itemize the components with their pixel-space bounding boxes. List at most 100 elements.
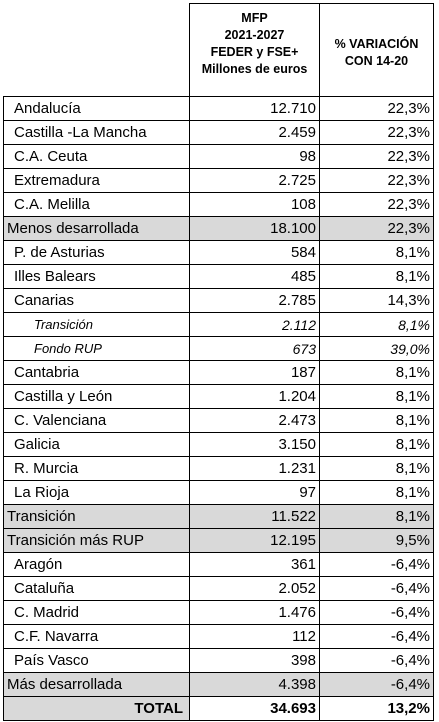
total-pct: 13,2% xyxy=(319,696,434,721)
header-mfp-line: Millones de euros xyxy=(201,62,308,76)
table-row: Castilla y León 1.204 8,1% xyxy=(3,384,434,409)
table-row: C.A. Melilla 108 22,3% xyxy=(3,192,434,217)
row-pct: 8,1% xyxy=(319,456,434,481)
row-pct: 8,1% xyxy=(319,480,434,505)
row-pct: 22,3% xyxy=(319,216,434,241)
row-name: Illes Balears xyxy=(3,264,190,289)
header-variation-line: CON 14-20 xyxy=(344,54,409,68)
row-value: 2.052 xyxy=(189,576,320,601)
row-value: 2.112 xyxy=(189,312,320,337)
row-name: Galicia xyxy=(3,432,190,457)
table-row: Transición más RUP 12.195 9,5% xyxy=(3,528,434,553)
row-pct: 22,3% xyxy=(319,96,434,121)
row-pct: 22,3% xyxy=(319,144,434,169)
row-name: Aragón xyxy=(3,552,190,577)
row-pct: 8,1% xyxy=(319,312,434,337)
header-mfp-line: 2021-2027 xyxy=(224,28,285,42)
row-name: Transición más RUP xyxy=(3,528,190,553)
row-name: R. Murcia xyxy=(3,456,190,481)
row-pct: -6,4% xyxy=(319,624,434,649)
table-row: C. Madrid 1.476 -6,4% xyxy=(3,600,434,625)
row-name: C.F. Navarra xyxy=(3,624,190,649)
row-value: 112 xyxy=(189,624,320,649)
header-mfp-cell: MFP 2021-2027 FEDER y FSE+ Millones de e… xyxy=(189,3,320,97)
row-pct: -6,4% xyxy=(319,552,434,577)
row-value: 2.725 xyxy=(189,168,320,193)
row-name: Transición xyxy=(3,312,190,337)
row-pct: 8,1% xyxy=(319,408,434,433)
total-value: 34.693 xyxy=(189,696,320,721)
table-row: Cantabria 187 8,1% xyxy=(3,360,434,385)
header-mfp-line: MFP xyxy=(241,11,268,25)
row-name: Más desarrollada xyxy=(3,672,190,697)
row-name: Cataluña xyxy=(3,576,190,601)
row-pct: 8,1% xyxy=(319,384,434,409)
row-value: 108 xyxy=(189,192,320,217)
total-label: TOTAL xyxy=(3,696,190,721)
row-name: P. de Asturias xyxy=(3,240,190,265)
table-row: Galicia 3.150 8,1% xyxy=(3,432,434,457)
row-value: 18.100 xyxy=(189,216,320,241)
table-row: P. de Asturias 584 8,1% xyxy=(3,240,434,265)
row-pct: 8,1% xyxy=(319,240,434,265)
row-pct: 8,1% xyxy=(319,432,434,457)
row-name: C. Valenciana xyxy=(3,408,190,433)
row-value: 2.459 xyxy=(189,120,320,145)
row-pct: 9,5% xyxy=(319,528,434,553)
row-value: 12.195 xyxy=(189,528,320,553)
row-name: Fondo RUP xyxy=(3,336,190,361)
row-pct: 8,1% xyxy=(319,360,434,385)
row-pct: -6,4% xyxy=(319,576,434,601)
row-value: 4.398 xyxy=(189,672,320,697)
row-pct: 22,3% xyxy=(319,168,434,193)
table-row: Más desarrollada 4.398 -6,4% xyxy=(3,672,434,697)
table-row: Transición 11.522 8,1% xyxy=(3,504,434,529)
row-value: 1.476 xyxy=(189,600,320,625)
table-row: País Vasco 398 -6,4% xyxy=(3,648,434,673)
row-value: 12.710 xyxy=(189,96,320,121)
row-pct: -6,4% xyxy=(319,600,434,625)
row-value: 398 xyxy=(189,648,320,673)
row-pct: 39,0% xyxy=(319,336,434,361)
row-value: 485 xyxy=(189,264,320,289)
row-pct: -6,4% xyxy=(319,672,434,697)
header-row: MFP 2021-2027 FEDER y FSE+ Millones de e… xyxy=(3,3,434,97)
total-row: TOTAL 34.693 13,2% xyxy=(3,696,434,721)
row-value: 673 xyxy=(189,336,320,361)
table-row: Cataluña 2.052 -6,4% xyxy=(3,576,434,601)
header-variation-cell: % VARIACIÓN CON 14-20 xyxy=(319,3,434,97)
row-name: País Vasco xyxy=(3,648,190,673)
row-name: Castilla -La Mancha xyxy=(3,120,190,145)
row-value: 1.231 xyxy=(189,456,320,481)
row-value: 97 xyxy=(189,480,320,505)
funds-table-container: MFP 2021-2027 FEDER y FSE+ Millones de e… xyxy=(3,3,434,721)
table-row: Fondo RUP 673 39,0% xyxy=(3,336,434,361)
table-row: Extremadura 2.725 22,3% xyxy=(3,168,434,193)
row-pct: 22,3% xyxy=(319,192,434,217)
row-pct: 8,1% xyxy=(319,504,434,529)
row-value: 2.473 xyxy=(189,408,320,433)
row-value: 98 xyxy=(189,144,320,169)
row-pct: 8,1% xyxy=(319,264,434,289)
funds-table: MFP 2021-2027 FEDER y FSE+ Millones de e… xyxy=(3,3,434,721)
row-pct: 14,3% xyxy=(319,288,434,313)
table-row: La Rioja 97 8,1% xyxy=(3,480,434,505)
row-name: C. Madrid xyxy=(3,600,190,625)
row-value: 361 xyxy=(189,552,320,577)
row-pct: 22,3% xyxy=(319,120,434,145)
row-name: Castilla y León xyxy=(3,384,190,409)
header-mfp-line: FEDER y FSE+ xyxy=(210,45,299,59)
table-row: Menos desarrollada 18.100 22,3% xyxy=(3,216,434,241)
table-row: C.F. Navarra 112 -6,4% xyxy=(3,624,434,649)
table-row: Andalucía 12.710 22,3% xyxy=(3,96,434,121)
row-name: C.A. Melilla xyxy=(3,192,190,217)
table-row: R. Murcia 1.231 8,1% xyxy=(3,456,434,481)
row-value: 11.522 xyxy=(189,504,320,529)
table-row: Castilla -La Mancha 2.459 22,3% xyxy=(3,120,434,145)
row-value: 3.150 xyxy=(189,432,320,457)
table-body: Andalucía 12.710 22,3% Castilla -La Mancha 2… xyxy=(3,96,434,721)
table-row: Canarias 2.785 14,3% xyxy=(3,288,434,313)
row-name: Extremadura xyxy=(3,168,190,193)
table-row: C.A. Ceuta 98 22,3% xyxy=(3,144,434,169)
row-name: Menos desarrollada xyxy=(3,216,190,241)
